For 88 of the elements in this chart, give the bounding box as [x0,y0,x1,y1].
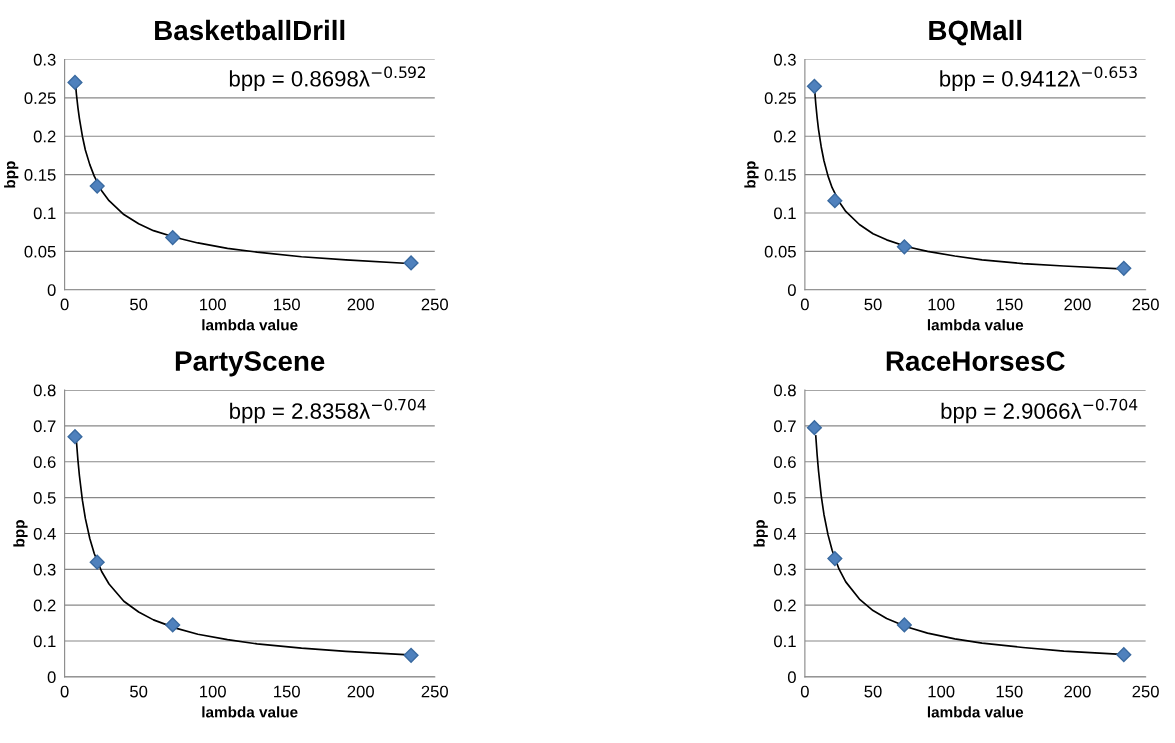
y-tick-label: 0.05 [24,245,56,258]
x-tick-label: 200 [1064,298,1091,311]
y-tick-label: 0.1 [774,207,796,220]
x-tick-label: 100 [200,298,226,311]
y-axis-title: bpp [13,520,28,547]
x-tick-label: 200 [347,298,374,311]
x-tick-label: 100 [928,298,955,311]
point [165,617,181,633]
x-tick-label: 100 [928,685,955,698]
x-tick-label: 100 [200,685,226,698]
x-tick-label: 0 [800,298,809,311]
x-tick-label: 0 [800,685,809,698]
point [89,178,105,194]
x-tick-label: 50 [130,685,148,698]
y-tick-label: 0.2 [33,599,56,612]
x-tick-label: 50 [864,298,882,311]
y-tick-label: 0.3 [774,563,796,576]
x-axis-title: lambda value [927,319,1024,331]
x-axis-title: lambda value [202,319,298,331]
y-tick-label: 0.4 [774,527,797,540]
x-tick-label: 150 [996,685,1023,698]
y-tick-label: 0.1 [33,635,56,648]
x-tick-label: 250 [1132,685,1159,698]
y-tick-label: 0.3 [33,53,56,66]
annotation: bpp = 0.9412λ$^{−0.653}$ [940,66,1137,92]
chart-title: PartyScene [175,351,325,377]
y-tick-label: 0 [787,284,796,296]
point [1116,647,1132,663]
point [896,617,912,633]
chart-title: RaceHorsesC [886,351,1065,371]
y-tick-label: 0.3 [774,53,796,66]
x-tick-label: 50 [864,685,882,698]
point [827,193,843,209]
x-tick-label: 200 [347,685,374,698]
chart-title: BQMall [929,19,1022,46]
point [827,550,843,567]
y-tick-label: 0.4 [33,527,56,540]
y-tick-label: 0.1 [33,207,56,220]
y-tick-label: 0.1 [774,635,796,648]
x-tick-label: 200 [1064,685,1091,698]
x-axis-title: lambda value [927,706,1024,718]
x-tick-label: 250 [1132,298,1159,311]
y-tick-label: 0.5 [774,492,796,504]
point [165,229,181,246]
y-tick-label: 0.25 [24,92,56,105]
y-tick-label: 0.25 [764,92,796,105]
chart-title: BasketballDrill [155,19,345,41]
x-tick-label: 50 [130,298,148,311]
point [896,239,912,255]
point [806,420,822,436]
point [67,429,83,445]
point [1116,260,1132,276]
x-tick-label: 250 [421,298,448,311]
point [89,554,105,570]
annotation: bpp = 0.8698λ$^{−0.592}$ [229,66,426,92]
annotation: bpp = 2.8358λ$^{−0.704}$ [230,398,426,424]
y-tick-label: 0.05 [764,245,796,258]
y-tick-label: 0.6 [33,456,56,468]
x-tick-label: 0 [60,298,69,311]
x-tick-label: 0 [60,685,69,698]
x-tick-label: 150 [996,298,1023,311]
point [403,647,419,663]
y-tick-label: 0 [47,284,56,296]
y-tick-label: 0.2 [774,130,796,143]
point [806,78,822,94]
y-tick-label: 0.15 [764,169,796,181]
y-tick-label: 0.2 [33,130,56,143]
y-tick-label: 0.7 [33,420,56,433]
annotation: bpp = 2.9066λ$^{−0.704}$ [941,398,1138,424]
y-tick-label: 0.8 [774,384,796,397]
y-axis-title: bpp [753,520,768,547]
y-tick-label: 0.3 [33,563,56,576]
y-tick-label: 0.8 [33,384,56,397]
y-tick-label: 0.15 [24,169,56,181]
x-axis-title: lambda value [202,706,298,718]
point [403,255,419,271]
y-axis-title: bpp [744,161,759,188]
y-tick-label: 0.2 [774,599,796,612]
x-tick-label: 150 [274,298,300,311]
y-axis-title: bpp [4,161,19,188]
y-tick-label: 0.5 [33,492,56,504]
x-tick-label: 150 [274,685,300,698]
x-tick-label: 250 [421,685,448,698]
y-tick-label: 0 [787,671,796,684]
y-tick-label: 0 [47,671,56,684]
y-tick-label: 0.6 [774,456,796,468]
y-tick-label: 0.7 [774,420,796,433]
point [67,74,83,91]
